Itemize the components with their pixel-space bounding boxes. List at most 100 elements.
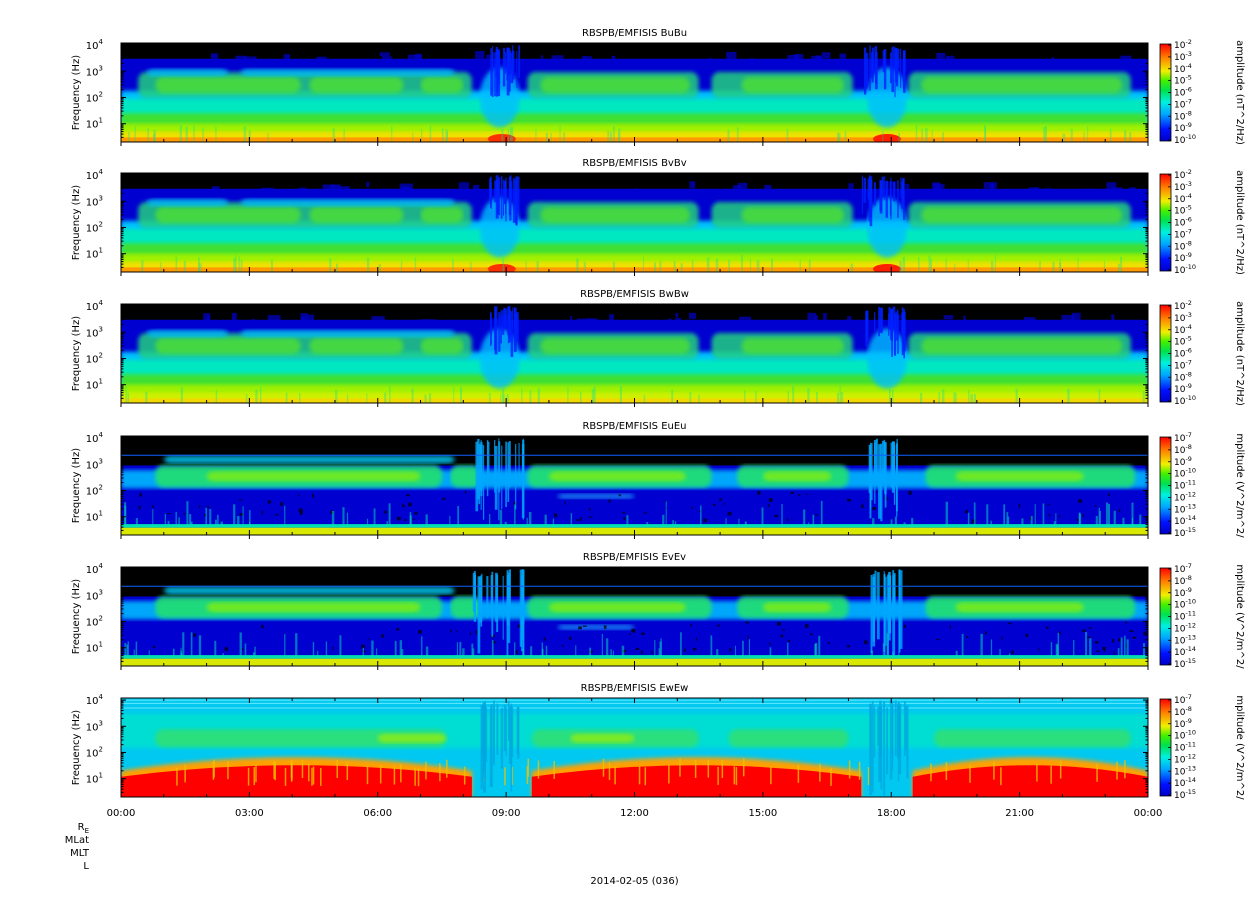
panel-title: RBSPB/EMFISIS BvBv (582, 158, 686, 169)
y-tick-label: 101 (86, 247, 103, 261)
y-tick-label: 104 (86, 38, 104, 52)
y-tick-label: 104 (86, 431, 104, 445)
colorbar-tick-label: 10-5 (1174, 204, 1192, 217)
y-axis-label: Frequency (Hz) (71, 55, 82, 131)
colorbar-tick-label: 10-3 (1174, 180, 1192, 193)
panel-3: RBSPB/EMFISIS EuEu Frequency (Hz) 101 102 10… (71, 421, 1245, 539)
ephemeris-row-label: L (83, 861, 89, 872)
colorbar-tick-label: 10-7 (1174, 693, 1192, 706)
colorbar-tick-label: 10-7 (1174, 227, 1192, 240)
colorbar-tick-label: 10-5 (1174, 335, 1192, 348)
y-tick-label: 102 (86, 220, 103, 234)
colorbar: 10-710-810-910-1010-1110-1210-1310-1410-… (1159, 431, 1245, 539)
y-tick-label: 102 (86, 745, 103, 759)
colorbar-tick-label: 10-3 (1174, 311, 1192, 324)
x-tick-label: 15:00 (748, 808, 777, 819)
spectrogram-image (121, 567, 1148, 666)
y-tick-label: 101 (86, 772, 103, 786)
colorbar-tick-label: 10-8 (1174, 574, 1192, 587)
colorbar-tick-label: 10-3 (1174, 50, 1192, 63)
colorbar-tick-label: 10-7 (1174, 431, 1192, 444)
y-axis-label: Frequency (Hz) (71, 579, 82, 655)
colorbar-tick-label: 10-11 (1174, 741, 1196, 754)
panel-title: RBSPB/EMFISIS EwEw (581, 683, 689, 694)
x-tick-label: 00:00 (1134, 808, 1163, 819)
colorbar-tick-label: 10-10 (1174, 263, 1196, 276)
colorbar-tick-label: 10-11 (1174, 479, 1196, 492)
x-tick-label: 09:00 (492, 808, 521, 819)
y-axis-label: Frequency (Hz) (71, 316, 82, 392)
bottom-axis: 00:00 03:00 06:00 09:00 12:00 15:00 18:00 21:00… (65, 808, 1163, 887)
panel-0: RBSPB/EMFISIS BuBu Frequency (Hz) 101 102 10… (71, 28, 1245, 146)
y-tick-label: 103 (86, 588, 103, 602)
colorbar-tick-label: 10-12 (1174, 490, 1196, 503)
colorbar-tick-label: 10-10 (1174, 133, 1196, 146)
colorbar-tick-label: 10-14 (1174, 645, 1196, 658)
panel-5: RBSPB/EMFISIS EwEw Frequency (Hz) 101 102 10… (71, 683, 1245, 801)
colorbar-tick-label: 10-2 (1174, 299, 1192, 312)
y-tick-label: 102 (86, 90, 103, 104)
colorbar-tick-label: 10-7 (1174, 358, 1192, 371)
colorbar-label: mplitude (V^2/m^2/ (1234, 564, 1245, 669)
colorbar-tick-label: 10-8 (1174, 109, 1192, 122)
y-tick-label: 103 (86, 719, 103, 733)
panel-2: RBSPB/EMFISIS BwBw Frequency (Hz) 101 102 10… (71, 289, 1245, 407)
colorbar-tick-label: 10-13 (1174, 764, 1196, 777)
colorbar: 10-710-810-910-1010-1110-1210-1310-1410-… (1159, 693, 1245, 801)
y-tick-label: 103 (86, 194, 103, 208)
y-axis-label: Frequency (Hz) (71, 710, 82, 786)
x-tick-label: 00:00 (107, 808, 136, 819)
colorbar-tick-label: 10-13 (1174, 502, 1196, 515)
colorbar-tick-label: 10-6 (1174, 347, 1192, 360)
spectrogram-image (121, 436, 1148, 535)
spectrogram-image (121, 304, 1148, 403)
y-tick-label: 103 (86, 325, 103, 339)
y-tick-label: 103 (86, 64, 103, 78)
colorbar: 10-210-310-410-510-610-710-810-910-10 amp… (1159, 299, 1245, 407)
ephemeris-row-label: MLat (65, 835, 89, 846)
colorbar-tick-label: 10-8 (1174, 370, 1192, 383)
colorbar-label: mplitude (V^2/m^2/ (1234, 433, 1245, 538)
y-axis-label: Frequency (Hz) (71, 448, 82, 524)
colorbar-tick-label: 10-12 (1174, 752, 1196, 765)
colorbar-label: amplitude (nT^2/Hz) (1234, 170, 1245, 275)
ephemeris-row-label: MLT (70, 848, 90, 859)
colorbar: 10-210-310-410-510-610-710-810-910-10 amp… (1159, 168, 1245, 276)
panel-title: RBSPB/EMFISIS EvEv (583, 552, 686, 563)
x-tick-label: 12:00 (620, 808, 649, 819)
colorbar-tick-label: 10-10 (1174, 467, 1196, 480)
colorbar-tick-label: 10-9 (1174, 121, 1192, 134)
panel-title: RBSPB/EMFISIS BwBw (580, 289, 689, 300)
y-tick-label: 101 (86, 510, 103, 524)
spectrogram-image (121, 43, 1148, 142)
colorbar: 10-710-810-910-1010-1110-1210-1310-1410-… (1159, 562, 1245, 670)
x-tick-label: 03:00 (235, 808, 264, 819)
colorbar-tick-label: 10-8 (1174, 443, 1192, 456)
panel-1: RBSPB/EMFISIS BvBv Frequency (Hz) 101 102 10… (71, 158, 1245, 276)
x-axis-date-label: 2014-02-05 (036) (590, 876, 678, 887)
colorbar-tick-label: 10-2 (1174, 168, 1192, 181)
colorbar-tick-label: 10-14 (1174, 776, 1196, 789)
x-tick-label: 06:00 (363, 808, 392, 819)
panels: RBSPB/EMFISIS BuBu Frequency (Hz) 101 102 10… (71, 28, 1245, 801)
colorbar-tick-label: 10-5 (1174, 74, 1192, 87)
colorbar-tick-label: 10-2 (1174, 38, 1192, 51)
colorbar-tick-label: 10-4 (1174, 192, 1192, 205)
colorbar-tick-label: 10-9 (1174, 586, 1192, 599)
panel-title: RBSPB/EMFISIS EuEu (582, 421, 686, 432)
y-tick-label: 104 (86, 693, 104, 707)
colorbar-tick-label: 10-7 (1174, 562, 1192, 575)
y-tick-label: 101 (86, 378, 103, 392)
colorbar-tick-label: 10-8 (1174, 705, 1192, 718)
colorbar-tick-label: 10-10 (1174, 729, 1196, 742)
colorbar-tick-label: 10-4 (1174, 323, 1192, 336)
colorbar-tick-label: 10-15 (1174, 657, 1196, 670)
colorbar-tick-label: 10-12 (1174, 621, 1196, 634)
colorbar-tick-label: 10-9 (1174, 455, 1192, 468)
y-tick-label: 101 (86, 117, 103, 131)
colorbar-tick-label: 10-10 (1174, 394, 1196, 407)
colorbar-tick-label: 10-6 (1174, 216, 1192, 229)
y-tick-label: 102 (86, 614, 103, 628)
colorbar-label: amplitude (nT^2/Hz) (1234, 301, 1245, 406)
